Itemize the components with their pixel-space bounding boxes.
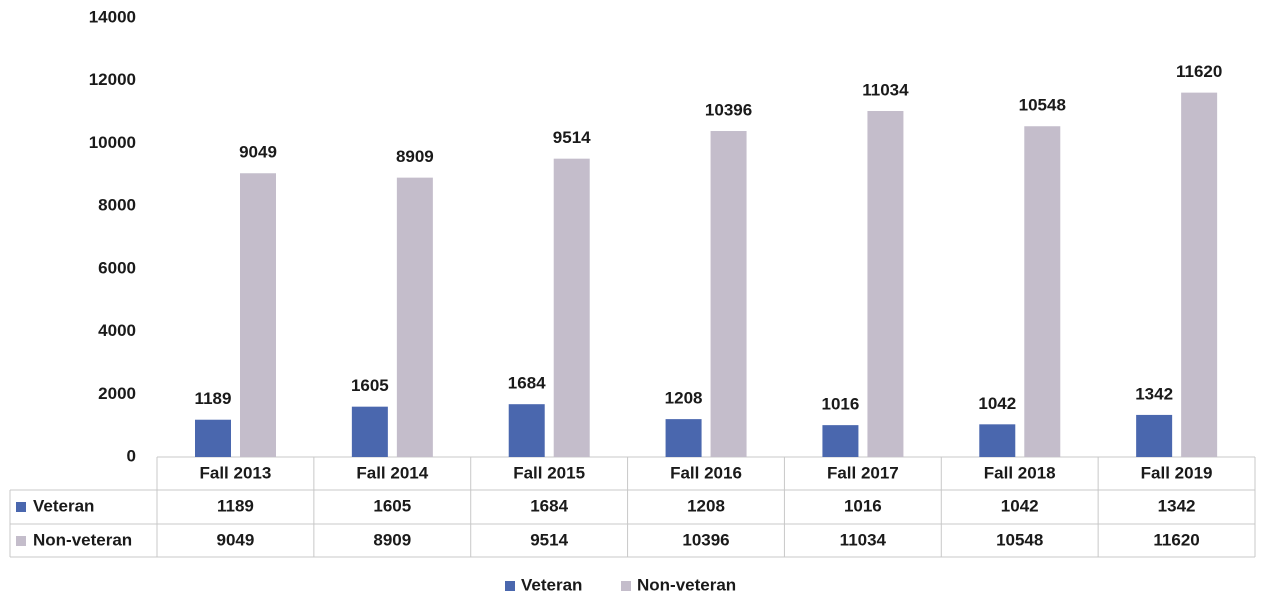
x-tick-label: Fall 2016 [670, 463, 742, 482]
x-tick-label: Fall 2018 [984, 463, 1056, 482]
table-cell: 1016 [844, 496, 882, 515]
data-label: 1208 [665, 389, 703, 408]
table-legend-key [16, 502, 26, 512]
data-label: 1605 [351, 376, 389, 395]
table-cell: 11620 [1153, 530, 1199, 549]
data-label: 8909 [396, 147, 434, 166]
y-tick-label: 12000 [89, 70, 136, 89]
bar [1136, 414, 1173, 457]
legend-label: Non-veteran [637, 575, 736, 594]
legend-key [505, 581, 515, 591]
x-tick-label: Fall 2013 [200, 463, 272, 482]
table-cell: 10548 [996, 530, 1043, 549]
x-tick-label: Fall 2015 [513, 463, 585, 482]
data-label: 10548 [1019, 96, 1066, 115]
table-cell: 1342 [1158, 496, 1196, 515]
bar [1181, 92, 1218, 457]
table-cell: 8909 [373, 530, 411, 549]
table-cell: 1605 [373, 496, 411, 515]
data-label: 9514 [553, 128, 591, 147]
bar [508, 404, 545, 457]
bar [396, 177, 433, 457]
bar [553, 158, 590, 457]
y-tick-label: 6000 [98, 258, 136, 277]
table-cell: 11034 [840, 530, 887, 549]
bar [1024, 126, 1061, 457]
y-tick-label: 0 [127, 446, 136, 465]
y-tick-label: 4000 [98, 321, 136, 340]
table-cell: 1208 [687, 496, 725, 515]
table-cell: 1042 [1001, 496, 1039, 515]
legend-key [621, 581, 631, 591]
data-label: 11620 [1176, 62, 1222, 81]
data-label: 1042 [978, 394, 1016, 413]
data-label: 1016 [822, 395, 860, 414]
table-legend-key [16, 536, 26, 546]
y-tick-label: 8000 [98, 196, 136, 215]
table-row-label: Veteran [33, 496, 94, 515]
table-cell: 9514 [530, 530, 568, 549]
data-label: 9049 [239, 143, 277, 162]
data-label: 1684 [508, 374, 546, 393]
bar [240, 173, 276, 458]
bar [665, 419, 702, 457]
y-tick-label: 14000 [89, 7, 136, 26]
bar [867, 111, 904, 458]
table-row-label: Non-veteran [33, 530, 132, 549]
bar [351, 406, 388, 457]
table-cell: 1189 [217, 496, 254, 515]
data-label: 10396 [705, 100, 752, 119]
x-tick-label: Fall 2017 [827, 463, 899, 482]
bar [822, 425, 859, 457]
data-label: 1342 [1135, 384, 1173, 403]
bar [979, 424, 1016, 457]
y-tick-label: 10000 [89, 133, 136, 152]
x-tick-label: Fall 2019 [1141, 463, 1213, 482]
legend-label: Veteran [521, 575, 582, 594]
data-label: 1189 [195, 389, 232, 408]
x-tick-label: Fall 2014 [356, 463, 428, 482]
table-cell: 1684 [530, 496, 568, 515]
table-cell: 10396 [682, 530, 729, 549]
y-tick-label: 2000 [98, 384, 136, 403]
bar [710, 131, 747, 457]
bar [195, 419, 231, 457]
table-cell: 9049 [217, 530, 255, 549]
data-label: 11034 [862, 80, 909, 99]
